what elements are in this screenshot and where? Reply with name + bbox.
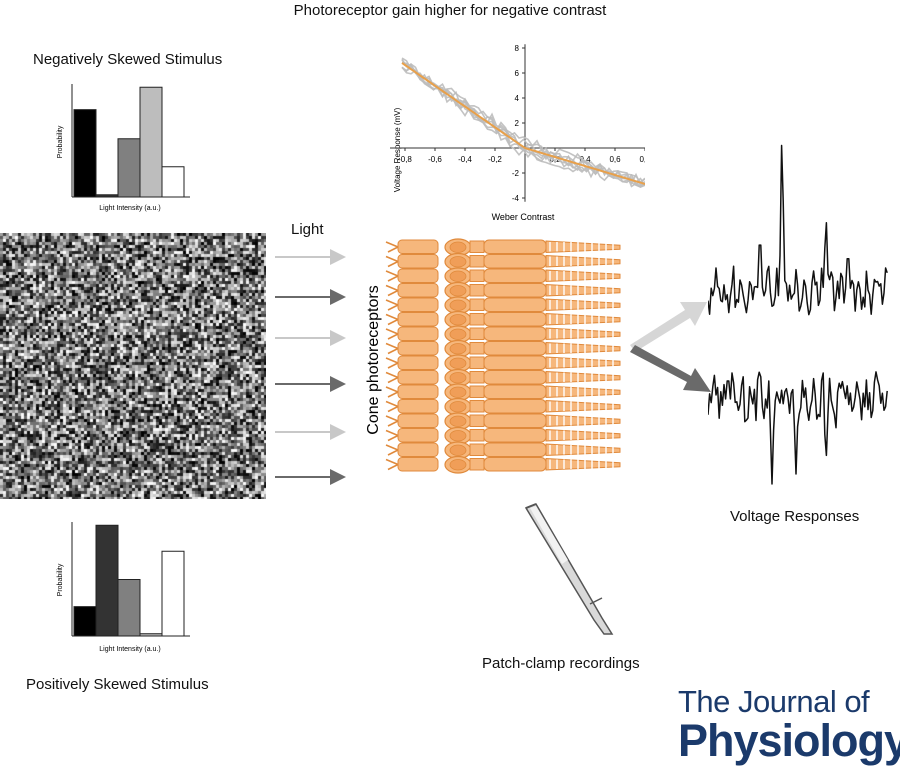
gain-y-tick: 4 xyxy=(515,94,520,103)
cone-photoreceptors-illustration xyxy=(385,238,621,474)
journal-logo: The Journal of Physiology xyxy=(678,686,900,764)
gain-x-tick: -0,4 xyxy=(458,155,472,164)
top-voltage-trace xyxy=(708,144,888,316)
gain-plot-ylabel: Voltage Response (mV) xyxy=(393,107,402,192)
pos-ylabel: Probability xyxy=(57,563,64,596)
gain-x-tick: -0,6 xyxy=(428,155,442,164)
pos-bar-1 xyxy=(73,606,97,637)
cone-cell xyxy=(385,426,621,445)
cone-cell xyxy=(385,412,621,431)
gain-fit-line xyxy=(401,62,645,185)
neg-histogram: Probability Light Intensity (a.u.) xyxy=(57,84,190,212)
cone-cell xyxy=(385,267,621,286)
voltage-label: Voltage Responses xyxy=(730,508,860,525)
journal-line2: Physiology xyxy=(678,715,900,766)
pos-bar-5 xyxy=(161,550,185,637)
gain-y-tick: 2 xyxy=(515,119,520,128)
pos-histogram: Probability Light Intensity (a.u.) xyxy=(57,522,190,653)
cone-cell xyxy=(385,354,621,373)
pos-hist-title: Positively Skewed Stimulus xyxy=(26,676,209,693)
neg-xlabel: Light Intensity (a.u.) xyxy=(99,205,160,212)
cone-cell xyxy=(385,325,621,344)
output-arrows xyxy=(630,302,711,392)
cone-cell xyxy=(385,252,621,271)
neg-ylabel: Probability xyxy=(57,125,64,158)
gain-plot-xlabel: Weber Contrast xyxy=(492,212,555,222)
gain-y-tick: -4 xyxy=(512,194,520,203)
arrow-to-top-trace xyxy=(630,302,707,352)
gain-x-tick: -0,8 xyxy=(398,155,412,164)
cone-cell xyxy=(385,310,621,329)
cone-cell xyxy=(385,397,621,416)
light-label: Light xyxy=(291,221,324,238)
neg-bar-4 xyxy=(139,86,163,198)
cone-cell xyxy=(385,383,621,402)
gain-x-tick: -0,2 xyxy=(488,155,502,164)
pos-xlabel: Light Intensity (a.u.) xyxy=(99,646,160,653)
bottom-voltage-trace xyxy=(708,371,888,485)
cone-cell xyxy=(385,339,621,358)
pipette-icon xyxy=(524,503,614,635)
neg-bar-3 xyxy=(117,138,141,198)
cone-cell xyxy=(385,281,621,300)
cone-cell xyxy=(385,441,621,460)
gain-scatter-cloud xyxy=(401,57,645,188)
gain-x-tick: 0,4 xyxy=(579,155,591,164)
cone-cell xyxy=(385,238,621,257)
neg-bar-5 xyxy=(161,166,185,198)
voltage-traces xyxy=(708,144,888,485)
neg-bar-1 xyxy=(73,109,97,198)
cone-cell xyxy=(385,296,621,315)
noise-stimulus-image xyxy=(0,233,266,499)
gain-y-tick: 8 xyxy=(515,44,520,53)
cone-label: Cone photoreceptors xyxy=(365,285,382,434)
cone-cell xyxy=(385,455,621,474)
light-arrows xyxy=(275,249,346,485)
pos-bar-3 xyxy=(117,579,141,637)
journal-line1: The Journal of xyxy=(678,684,870,719)
neg-hist-title: Negatively Skewed Stimulus xyxy=(33,51,223,68)
cone-cell xyxy=(385,368,621,387)
pos-bar-2 xyxy=(95,524,119,637)
gain-y-tick: -2 xyxy=(512,169,520,178)
gain-y-tick: 6 xyxy=(515,69,520,78)
gain-plot: Voltage Response (mV) Weber Contrast -0,… xyxy=(390,44,645,222)
gain-x-tick: 0,6 xyxy=(609,155,621,164)
gain-x-tick: 0,8 xyxy=(639,155,645,164)
patch-clamp-label: Patch-clamp recordings xyxy=(482,655,640,672)
cone-label-wrap: Cone photoreceptors xyxy=(365,285,382,434)
arrow-to-bottom-trace xyxy=(630,345,711,392)
figure-title: Photoreceptor gain higher for negative c… xyxy=(293,2,607,19)
